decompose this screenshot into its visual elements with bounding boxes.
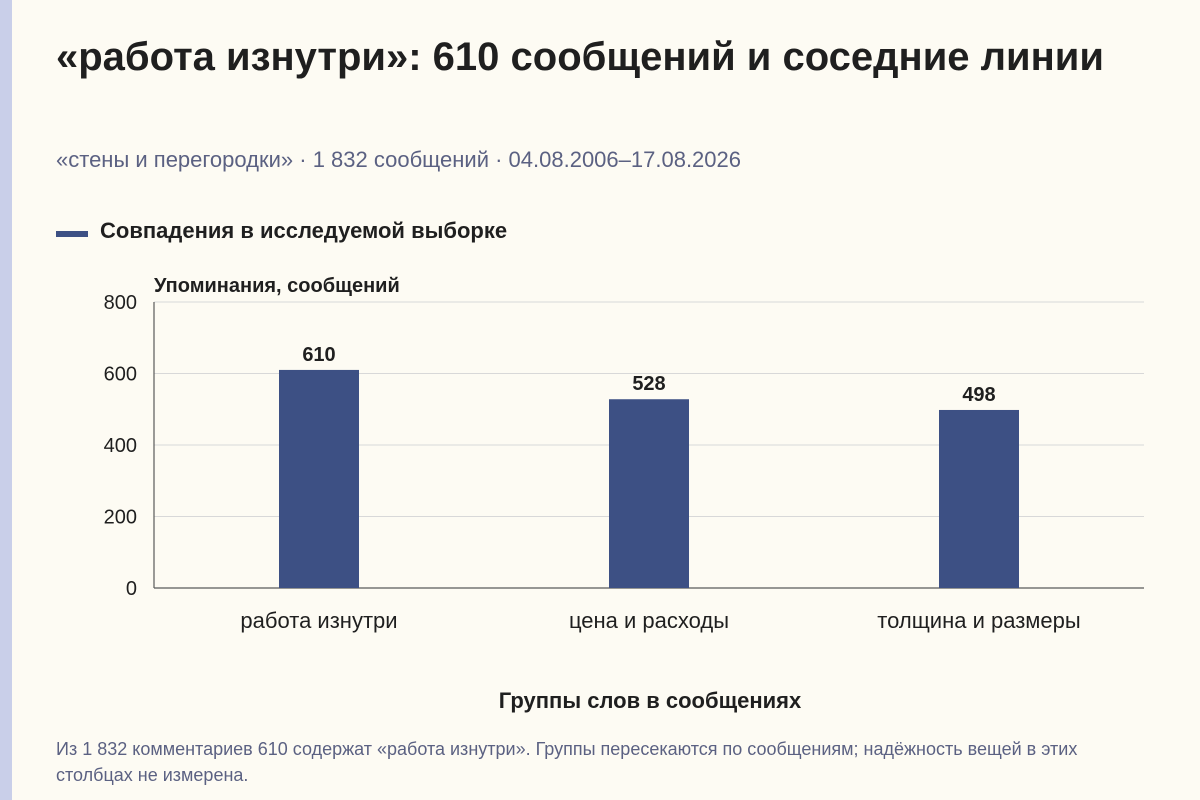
y-tick-label: 0 bbox=[126, 578, 137, 600]
x-tick-label: работа изнутри bbox=[240, 608, 397, 633]
chart-legend: Совпадения в исследуемой выборке bbox=[56, 218, 507, 244]
page-subtitle: «стены и перегородки» · 1 832 сообщений … bbox=[56, 147, 741, 172]
y-tick-label: 600 bbox=[104, 364, 137, 386]
page-title: «работа изнутри»: 610 сообщений и соседн… bbox=[56, 35, 1104, 79]
y-tick-label: 200 bbox=[104, 507, 137, 529]
footnote: Из 1 832 комментариев 610 содержат «рабо… bbox=[56, 739, 1078, 785]
y-axis-label: Упоминания, сообщений bbox=[154, 275, 400, 297]
bar-chart: 0 200 400 600 800 610 работа изнутри 528 цена и … bbox=[104, 275, 1144, 713]
x-tick-label: цена и расходы bbox=[569, 608, 729, 633]
bar bbox=[279, 369, 359, 588]
accent-strip bbox=[0, 0, 12, 800]
y-tick-label: 400 bbox=[104, 435, 137, 457]
y-tick-label: 800 bbox=[104, 292, 137, 314]
bar bbox=[609, 399, 689, 588]
legend-swatch bbox=[56, 231, 88, 237]
x-tick-label: толщина и размеры bbox=[877, 608, 1080, 633]
x-axis-label: Группы слов в сообщениях bbox=[499, 688, 802, 713]
bar-data-label: 528 bbox=[632, 373, 665, 395]
legend-label: Совпадения в исследуемой выборке bbox=[100, 218, 508, 243]
bar-data-label: 610 bbox=[302, 344, 335, 366]
bar bbox=[939, 409, 1019, 588]
bar-data-label: 498 bbox=[962, 384, 995, 406]
